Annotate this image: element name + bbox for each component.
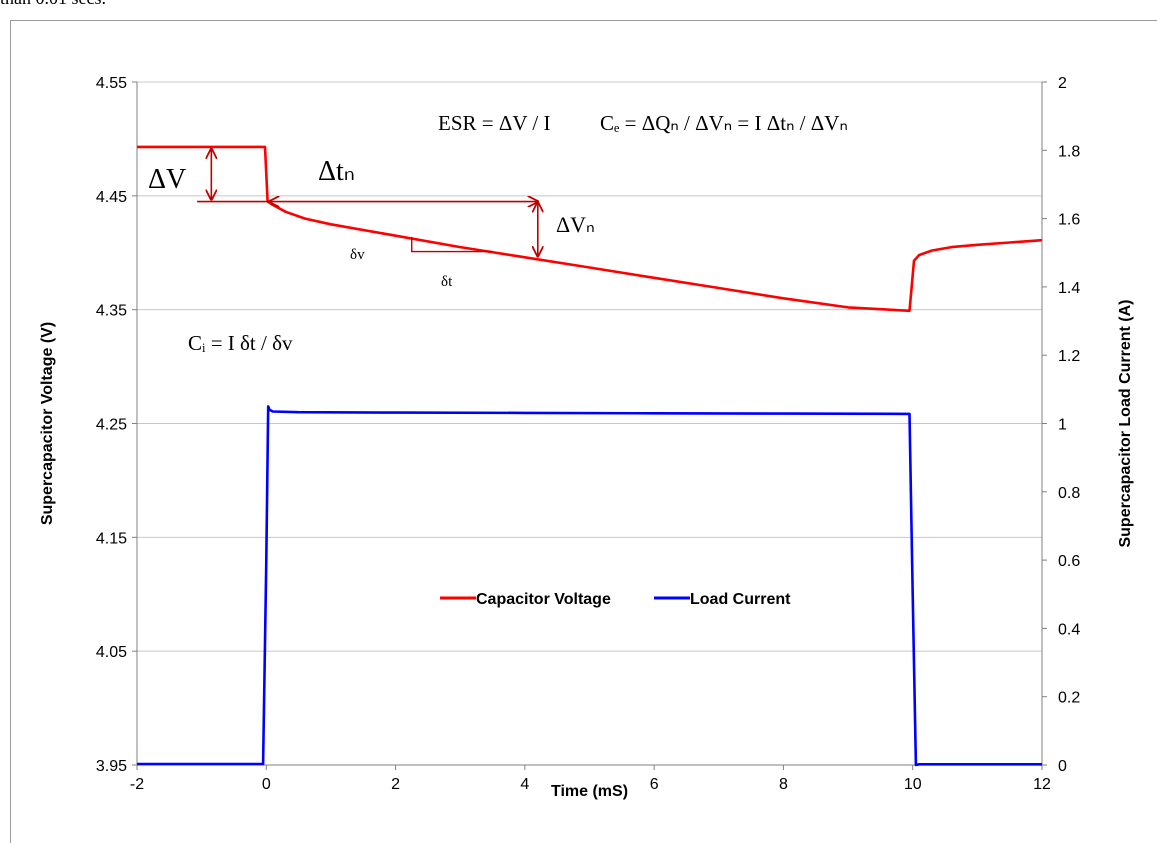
- x-tick-label: 2: [391, 776, 400, 793]
- x-tick-label: 6: [650, 776, 659, 793]
- small-dt-label: δt: [441, 274, 453, 290]
- legend-label: Load Current: [690, 591, 791, 608]
- y-left-axis-title: Supercapacitor Voltage (V): [39, 322, 56, 525]
- x-tick-label: -2: [130, 776, 144, 793]
- x-tick-label: 4: [520, 776, 529, 793]
- load-current-line: [137, 405, 1042, 767]
- y-left-tick-label: 4.15: [96, 530, 127, 547]
- delta-v-label: ΔV: [148, 164, 186, 195]
- y-left-tick-label: 4.55: [96, 75, 127, 92]
- legend: Capacitor Voltage Load Current: [440, 591, 791, 608]
- delta-tn-label: Δtₙ: [318, 156, 355, 187]
- y-right-tick-label: 1.4: [1058, 280, 1080, 297]
- y-left-tick-label: 4.35: [96, 303, 127, 320]
- y-right-tick-label: 1: [1058, 417, 1067, 434]
- grid: [137, 81, 1042, 652]
- chart-frame: [10, 20, 1157, 843]
- ci-formula: Cᵢ = I δt / δv: [188, 331, 293, 355]
- axes: 3.95 4.05 4.15 4.25 4.35 4.45 4.55 0 0.2 0.4 0.6 0.…: [39, 75, 1134, 800]
- capacitor-voltage-line: [137, 145, 1043, 313]
- y-right-tick-label: 1.2: [1058, 348, 1080, 365]
- x-tick-label: 8: [779, 776, 788, 793]
- x-tick-label: 12: [1033, 776, 1051, 793]
- esr-formula: ESR = ΔV / I: [438, 111, 550, 135]
- y-right-axis-title: Supercapacitor Load Current (A): [1117, 299, 1134, 547]
- y-right-tick-label: 0.6: [1058, 553, 1080, 570]
- y-right-tick-label: 1.8: [1058, 143, 1080, 160]
- y-left-tick-label: 4.05: [96, 644, 127, 661]
- y-right-tick-label: 0.8: [1058, 485, 1080, 502]
- small-dv-label: δv: [350, 247, 365, 263]
- x-axis-title: Time (mS): [551, 783, 628, 800]
- y-right-tick-label: 0.2: [1058, 690, 1080, 707]
- x-tick-label: 0: [262, 776, 271, 793]
- x-tick-label: 10: [904, 776, 922, 793]
- slope-triangle: [411, 236, 493, 253]
- y-right-tick-label: 1.6: [1058, 212, 1080, 229]
- delta-vn-label: ΔVₙ: [556, 212, 595, 237]
- y-right-tick-label: 0.4: [1058, 621, 1080, 638]
- page-caption: than 0.01 secs.: [0, 0, 106, 9]
- y-left-tick-label: 4.45: [96, 189, 127, 206]
- y-left-tick-label: 4.25: [96, 417, 127, 434]
- annotations: ΔV Δtₙ ΔVₙ δv δt ESR = ΔV / I Cₑ = ΔQₙ / ΔVₙ =…: [148, 111, 848, 355]
- y-right-tick-label: 0: [1058, 758, 1067, 775]
- ce-formula: Cₑ = ΔQₙ / ΔVₙ = I Δtₙ / ΔVₙ: [600, 111, 848, 135]
- legend-label: Capacitor Voltage: [476, 591, 611, 608]
- series: [137, 145, 1043, 767]
- y-left-tick-label: 3.95: [96, 758, 127, 775]
- y-right-tick-label: 2: [1058, 75, 1067, 92]
